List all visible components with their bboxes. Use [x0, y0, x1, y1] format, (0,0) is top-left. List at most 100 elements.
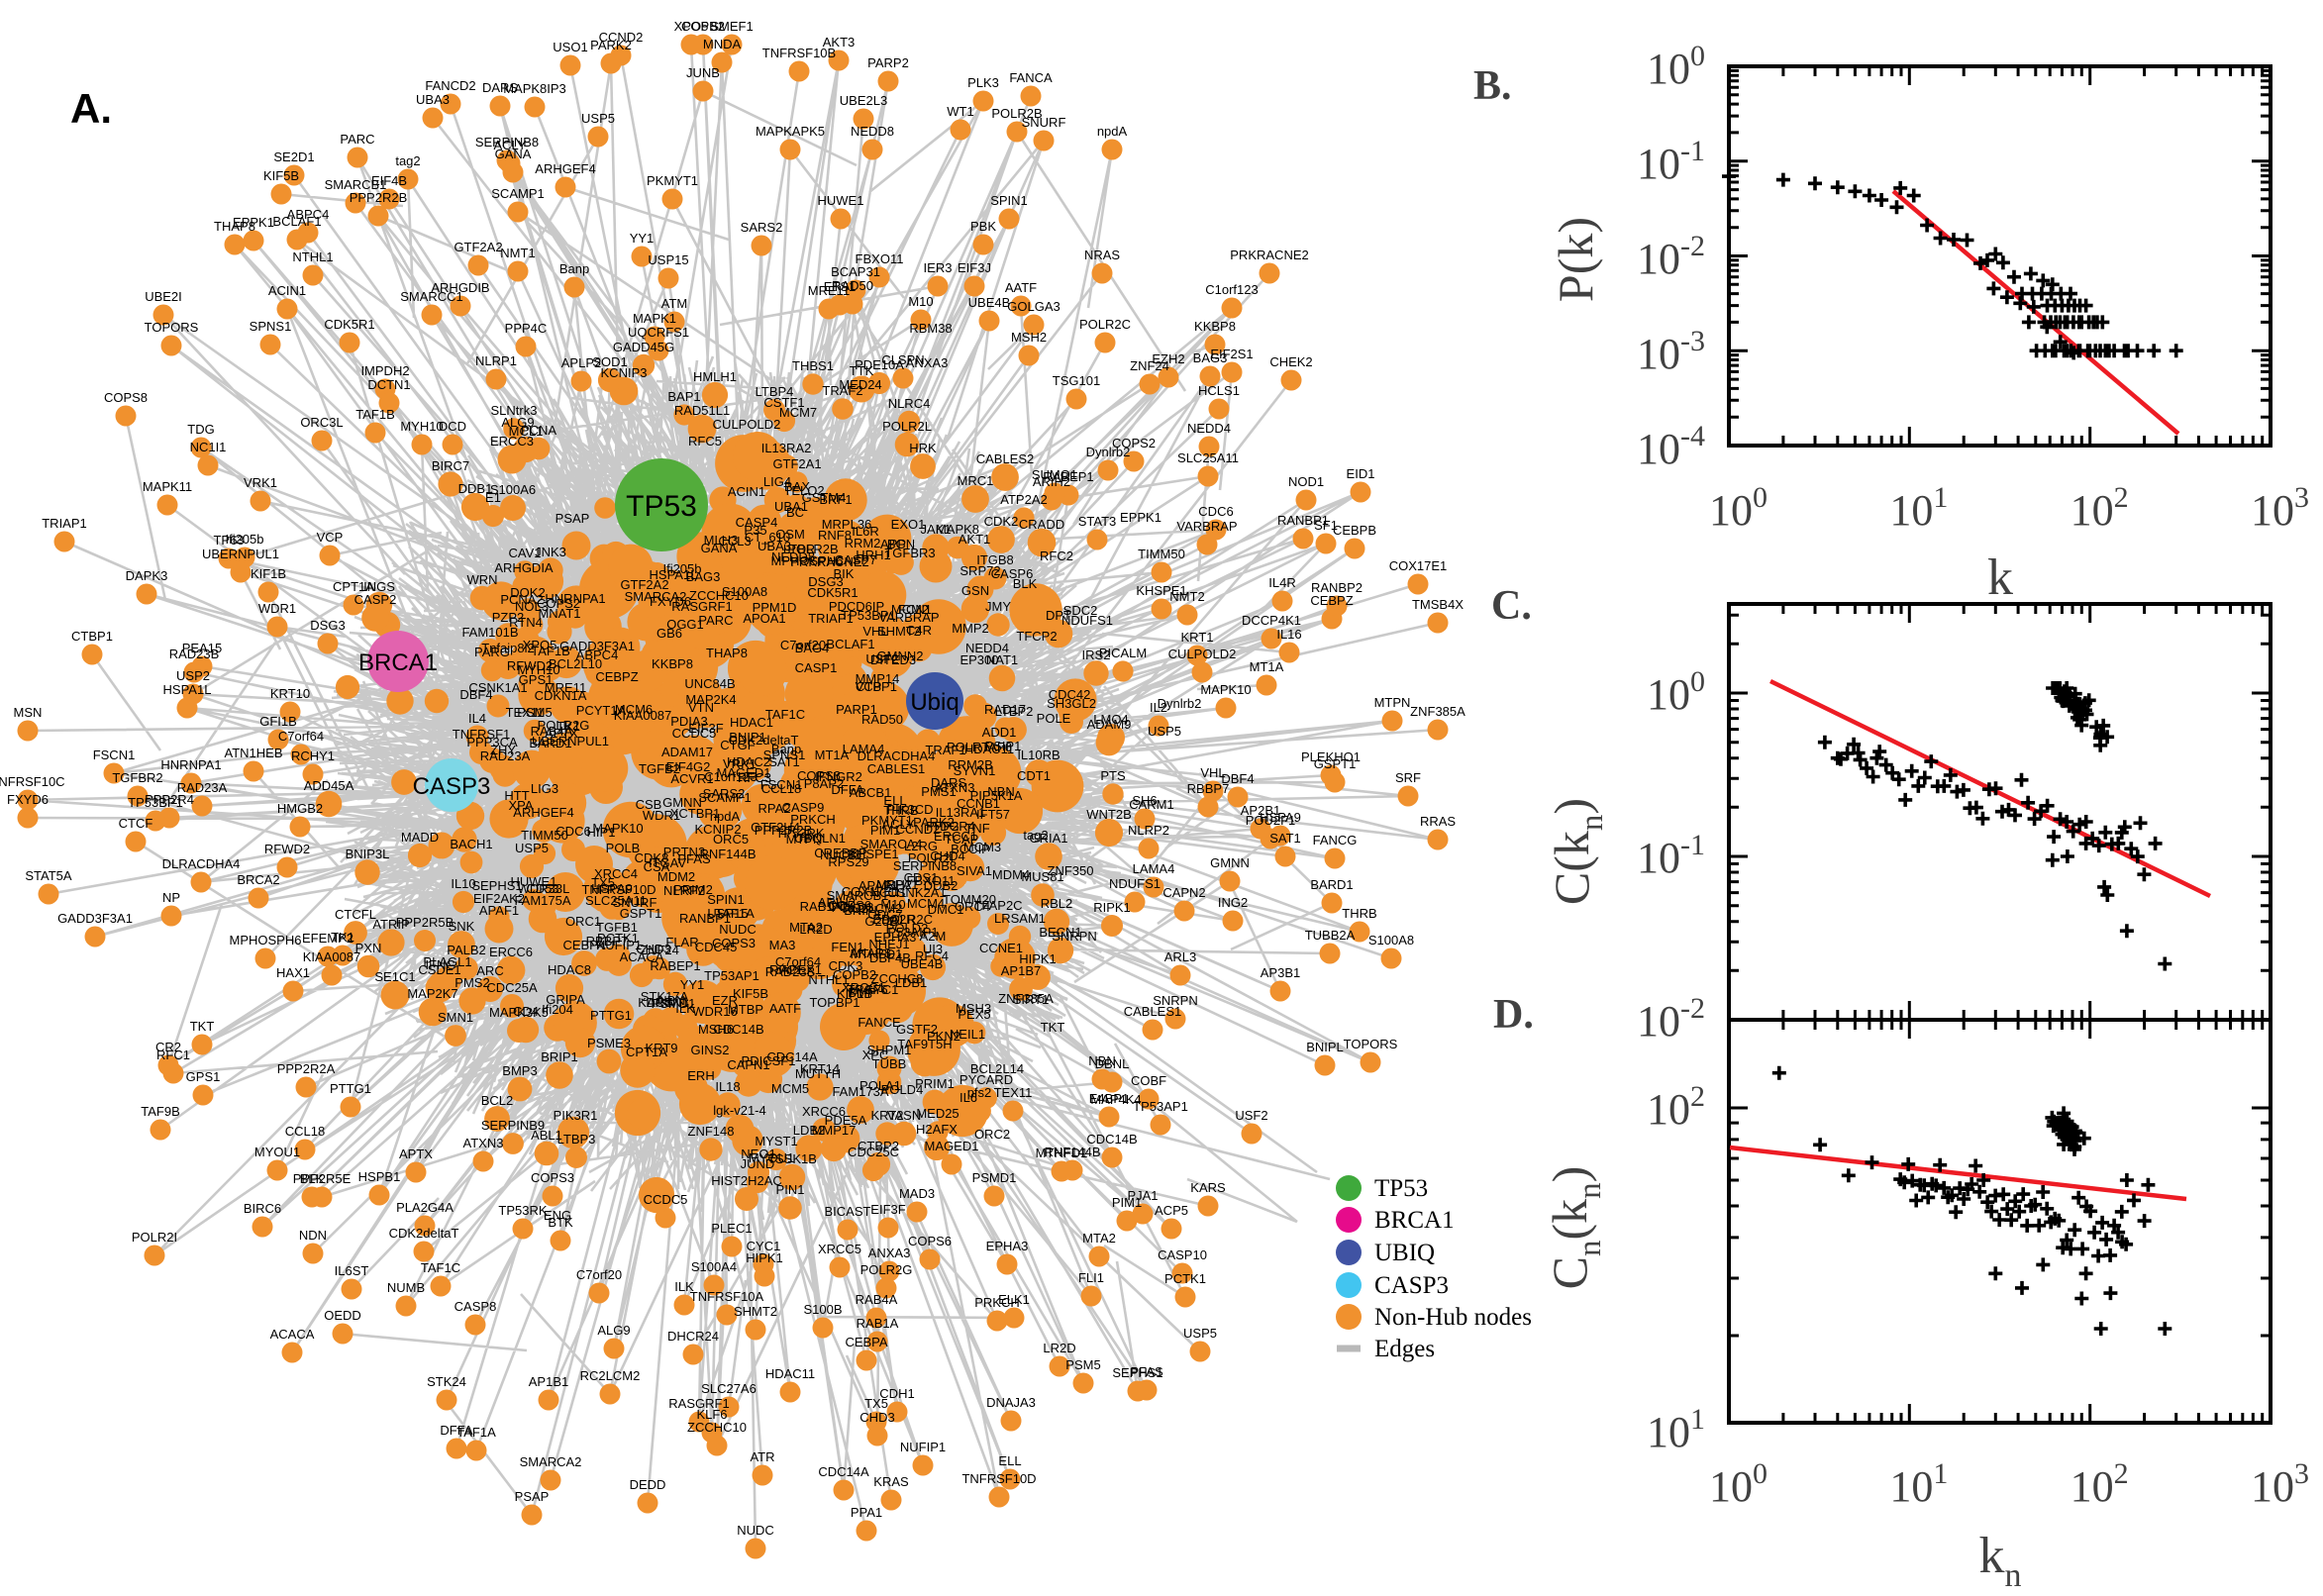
svg-text:COPS6: COPS6	[908, 1234, 952, 1248]
svg-text:TUBB: TUBB	[872, 1056, 907, 1071]
svg-text:THRB: THRB	[883, 803, 918, 818]
svg-text:EID1: EID1	[1347, 466, 1375, 481]
svg-text:ZNF385A: ZNF385A	[998, 991, 1054, 1006]
svg-text:ING2: ING2	[1218, 895, 1248, 910]
svg-text:SEPHS1: SEPHS1	[1112, 1365, 1162, 1380]
svg-text:DLRACDHA4: DLRACDHA4	[858, 748, 936, 763]
svg-text:IER3: IER3	[924, 260, 953, 275]
svg-text:IL2: IL2	[1150, 700, 1167, 715]
svg-text:CAV1: CAV1	[509, 546, 542, 560]
svg-text:PSMD1: PSMD1	[652, 996, 696, 1011]
svg-text:SLNtrk3: SLNtrk3	[491, 403, 538, 418]
svg-text:GB6: GB6	[656, 626, 682, 641]
svg-text:GSN: GSN	[961, 583, 989, 598]
svg-text:BRIP1: BRIP1	[541, 1049, 578, 1064]
svg-text:SARS2: SARS2	[741, 220, 783, 235]
svg-text:SMARCC1: SMARCC1	[400, 289, 463, 304]
svg-text:NBN: NBN	[987, 784, 1014, 799]
svg-text:VRK1: VRK1	[244, 475, 277, 490]
svg-text:RAB1A: RAB1A	[800, 899, 843, 914]
svg-text:ACLY: ACLY	[882, 817, 915, 832]
svg-text:RASGRF1: RASGRF1	[668, 1396, 729, 1411]
svg-text:OSM: OSM	[775, 527, 805, 542]
svg-text:GTF2A2: GTF2A2	[620, 577, 668, 592]
svg-text:NEDD4: NEDD4	[1187, 421, 1231, 436]
svg-text:ABCB1: ABCB1	[850, 785, 892, 800]
svg-text:KRT1: KRT1	[1181, 630, 1214, 645]
svg-text:MNDA: MNDA	[703, 37, 742, 51]
svg-text:MYOU1: MYOU1	[749, 1150, 794, 1165]
svg-text:GANA: GANA	[701, 541, 738, 555]
svg-text:ARHGEF4: ARHGEF4	[535, 161, 595, 176]
svg-text:MAGED1: MAGED1	[925, 1139, 979, 1153]
svg-text:POLA1: POLA1	[859, 1078, 901, 1093]
svg-text:GTF2A1: GTF2A1	[772, 456, 821, 471]
svg-text:P35: P35	[744, 523, 766, 538]
svg-text:WNT2B: WNT2B	[1086, 807, 1132, 822]
svg-text:Ifi204: Ifi204	[542, 1002, 573, 1017]
svg-text:SMARCA2: SMARCA2	[625, 589, 687, 604]
svg-text:ORC5: ORC5	[713, 832, 749, 847]
svg-text:SERPINB9: SERPINB9	[481, 1118, 545, 1133]
svg-text:BCAP31: BCAP31	[831, 264, 880, 279]
svg-text:PKMYT1: PKMYT1	[861, 813, 913, 828]
svg-text:USP5: USP5	[1183, 1326, 1217, 1341]
svg-text:SMARCB1: SMARCB1	[827, 888, 889, 903]
svg-text:AKAP8: AKAP8	[850, 946, 891, 960]
svg-text:UBE4B: UBE4B	[968, 295, 1011, 310]
svg-text:WDR16: WDR16	[692, 1004, 738, 1019]
svg-text:ACVR1: ACVR1	[670, 771, 713, 786]
svg-text:HIP1: HIP1	[587, 825, 616, 840]
svg-text:TKT: TKT	[1041, 1020, 1065, 1035]
svg-text:GRIA1: GRIA1	[1029, 831, 1067, 846]
svg-text:TGFBR2: TGFBR2	[112, 770, 162, 785]
svg-text:RRM2B: RRM2B	[948, 757, 993, 772]
svg-text:AKT1: AKT1	[959, 532, 991, 547]
svg-text:XPO5: XPO5	[674, 19, 709, 34]
svg-text:BIRC6: BIRC6	[244, 1201, 281, 1216]
svg-text:CASP2: CASP2	[354, 592, 397, 607]
svg-text:SMN1: SMN1	[438, 1010, 473, 1025]
svg-text:PKMYT1: PKMYT1	[647, 173, 698, 188]
svg-text:MUTYH: MUTYH	[795, 1066, 841, 1081]
svg-text:JUNB: JUNB	[686, 65, 720, 80]
svg-text:CTCF: CTCF	[119, 816, 153, 831]
svg-text:FANCD2: FANCD2	[425, 78, 475, 93]
svg-text:RNF144B: RNF144B	[1044, 1145, 1100, 1159]
svg-text:RABEP1: RABEP1	[650, 958, 700, 973]
svg-text:CCNE1: CCNE1	[979, 941, 1023, 955]
svg-text:M10: M10	[880, 897, 905, 912]
svg-text:NLRP1: NLRP1	[475, 353, 517, 368]
svg-text:POLD4: POLD4	[881, 1082, 924, 1097]
svg-text:SE2D1: SE2D1	[273, 150, 314, 164]
svg-text:SH6: SH6	[1132, 793, 1157, 808]
svg-text:ERCC6: ERCC6	[489, 945, 533, 959]
svg-text:DOK2: DOK2	[510, 585, 545, 600]
svg-text:KRT14: KRT14	[800, 1061, 840, 1076]
svg-text:KARS: KARS	[638, 995, 673, 1010]
svg-text:CCDC5: CCDC5	[672, 726, 717, 741]
svg-text:PIK3CD: PIK3CD	[887, 802, 934, 817]
svg-text:CLSPN: CLSPN	[881, 352, 924, 367]
svg-text:RTN4: RTN4	[509, 615, 543, 630]
svg-text:ADD1: ADD1	[982, 725, 1017, 740]
svg-text:PLK3: PLK3	[967, 75, 999, 90]
svg-text:MRC1: MRC1	[958, 473, 994, 488]
svg-text:BLK: BLK	[1013, 576, 1038, 591]
svg-text:ERCC3: ERCC3	[490, 434, 534, 449]
svg-text:UBE4B: UBE4B	[901, 956, 944, 971]
svg-text:TRAF6: TRAF6	[847, 982, 887, 997]
svg-text:CDC14B: CDC14B	[713, 1022, 763, 1037]
svg-text:MTA2: MTA2	[1082, 1231, 1116, 1246]
svg-text:BCL2L10: BCL2L10	[549, 656, 602, 671]
svg-text:G20B: G20B	[864, 914, 897, 929]
svg-text:BLK: BLK	[300, 1171, 325, 1186]
svg-text:100: 100	[1647, 665, 1705, 719]
svg-text:IRS2: IRS2	[1082, 648, 1111, 662]
svg-text:MPHOSPH6: MPHOSPH6	[771, 553, 844, 568]
svg-text:SLC25A11: SLC25A11	[1177, 450, 1239, 465]
svg-text:TNFRSF10C: TNFRSF10C	[0, 774, 65, 789]
svg-text:TRAF1: TRAF1	[925, 743, 965, 757]
svg-text:TSSK1B: TSSK1B	[767, 1151, 817, 1166]
svg-text:TSG101: TSG101	[1053, 373, 1100, 388]
